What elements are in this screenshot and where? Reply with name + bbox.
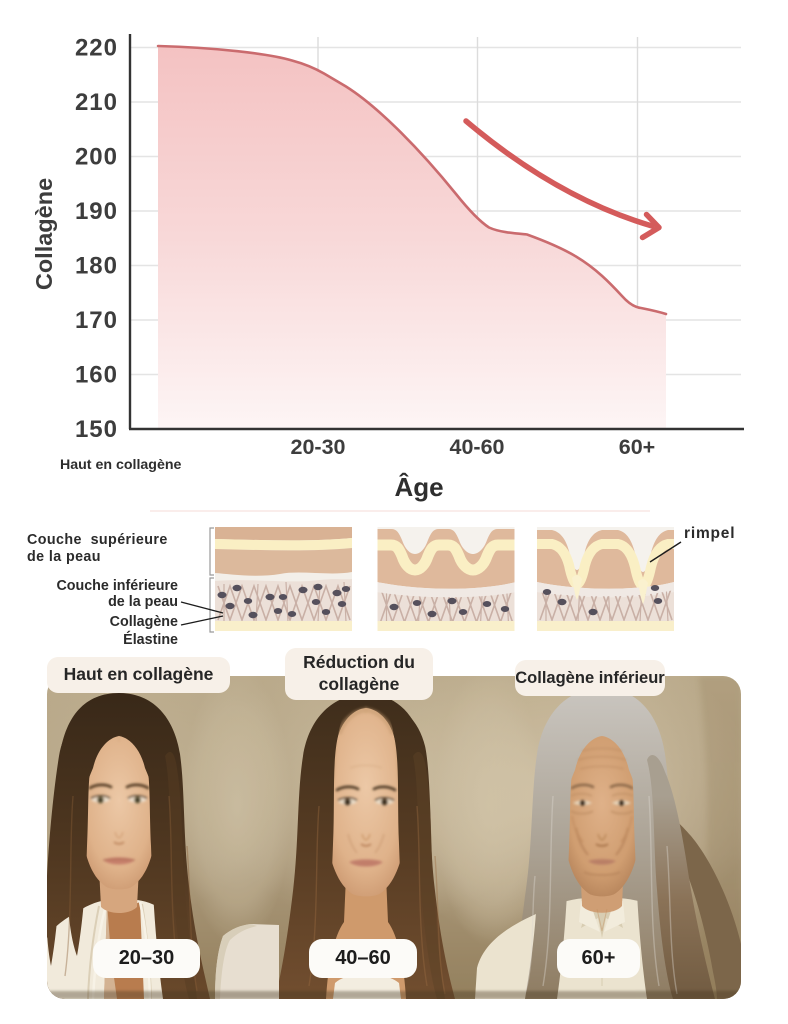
svg-text:20-30: 20-30 bbox=[291, 435, 346, 459]
svg-text:160: 160 bbox=[75, 362, 118, 389]
svg-text:Collagène: Collagène bbox=[31, 178, 57, 290]
svg-text:220: 220 bbox=[75, 35, 118, 62]
svg-text:de la peau: de la peau bbox=[27, 549, 101, 565]
svg-text:60+: 60+ bbox=[619, 435, 655, 459]
svg-text:Collagène: Collagène bbox=[110, 614, 178, 630]
svg-text:170: 170 bbox=[75, 307, 118, 334]
svg-text:190: 190 bbox=[75, 198, 118, 225]
svg-text:rimpel: rimpel bbox=[684, 525, 735, 542]
svg-text:Couche supérieure: Couche supérieure bbox=[27, 532, 168, 548]
svg-text:Haut en collagène: Haut en collagène bbox=[60, 457, 182, 473]
svg-text:de la peau: de la peau bbox=[108, 594, 178, 610]
svg-text:210: 210 bbox=[75, 89, 118, 116]
svg-text:40-60: 40-60 bbox=[450, 435, 505, 459]
svg-text:Couche inférieure: Couche inférieure bbox=[56, 578, 178, 594]
svg-text:Âge: Âge bbox=[394, 472, 443, 502]
svg-text:180: 180 bbox=[75, 253, 118, 280]
svg-text:Élastine: Élastine bbox=[123, 631, 178, 648]
svg-text:150: 150 bbox=[75, 416, 118, 443]
svg-text:200: 200 bbox=[75, 144, 118, 171]
